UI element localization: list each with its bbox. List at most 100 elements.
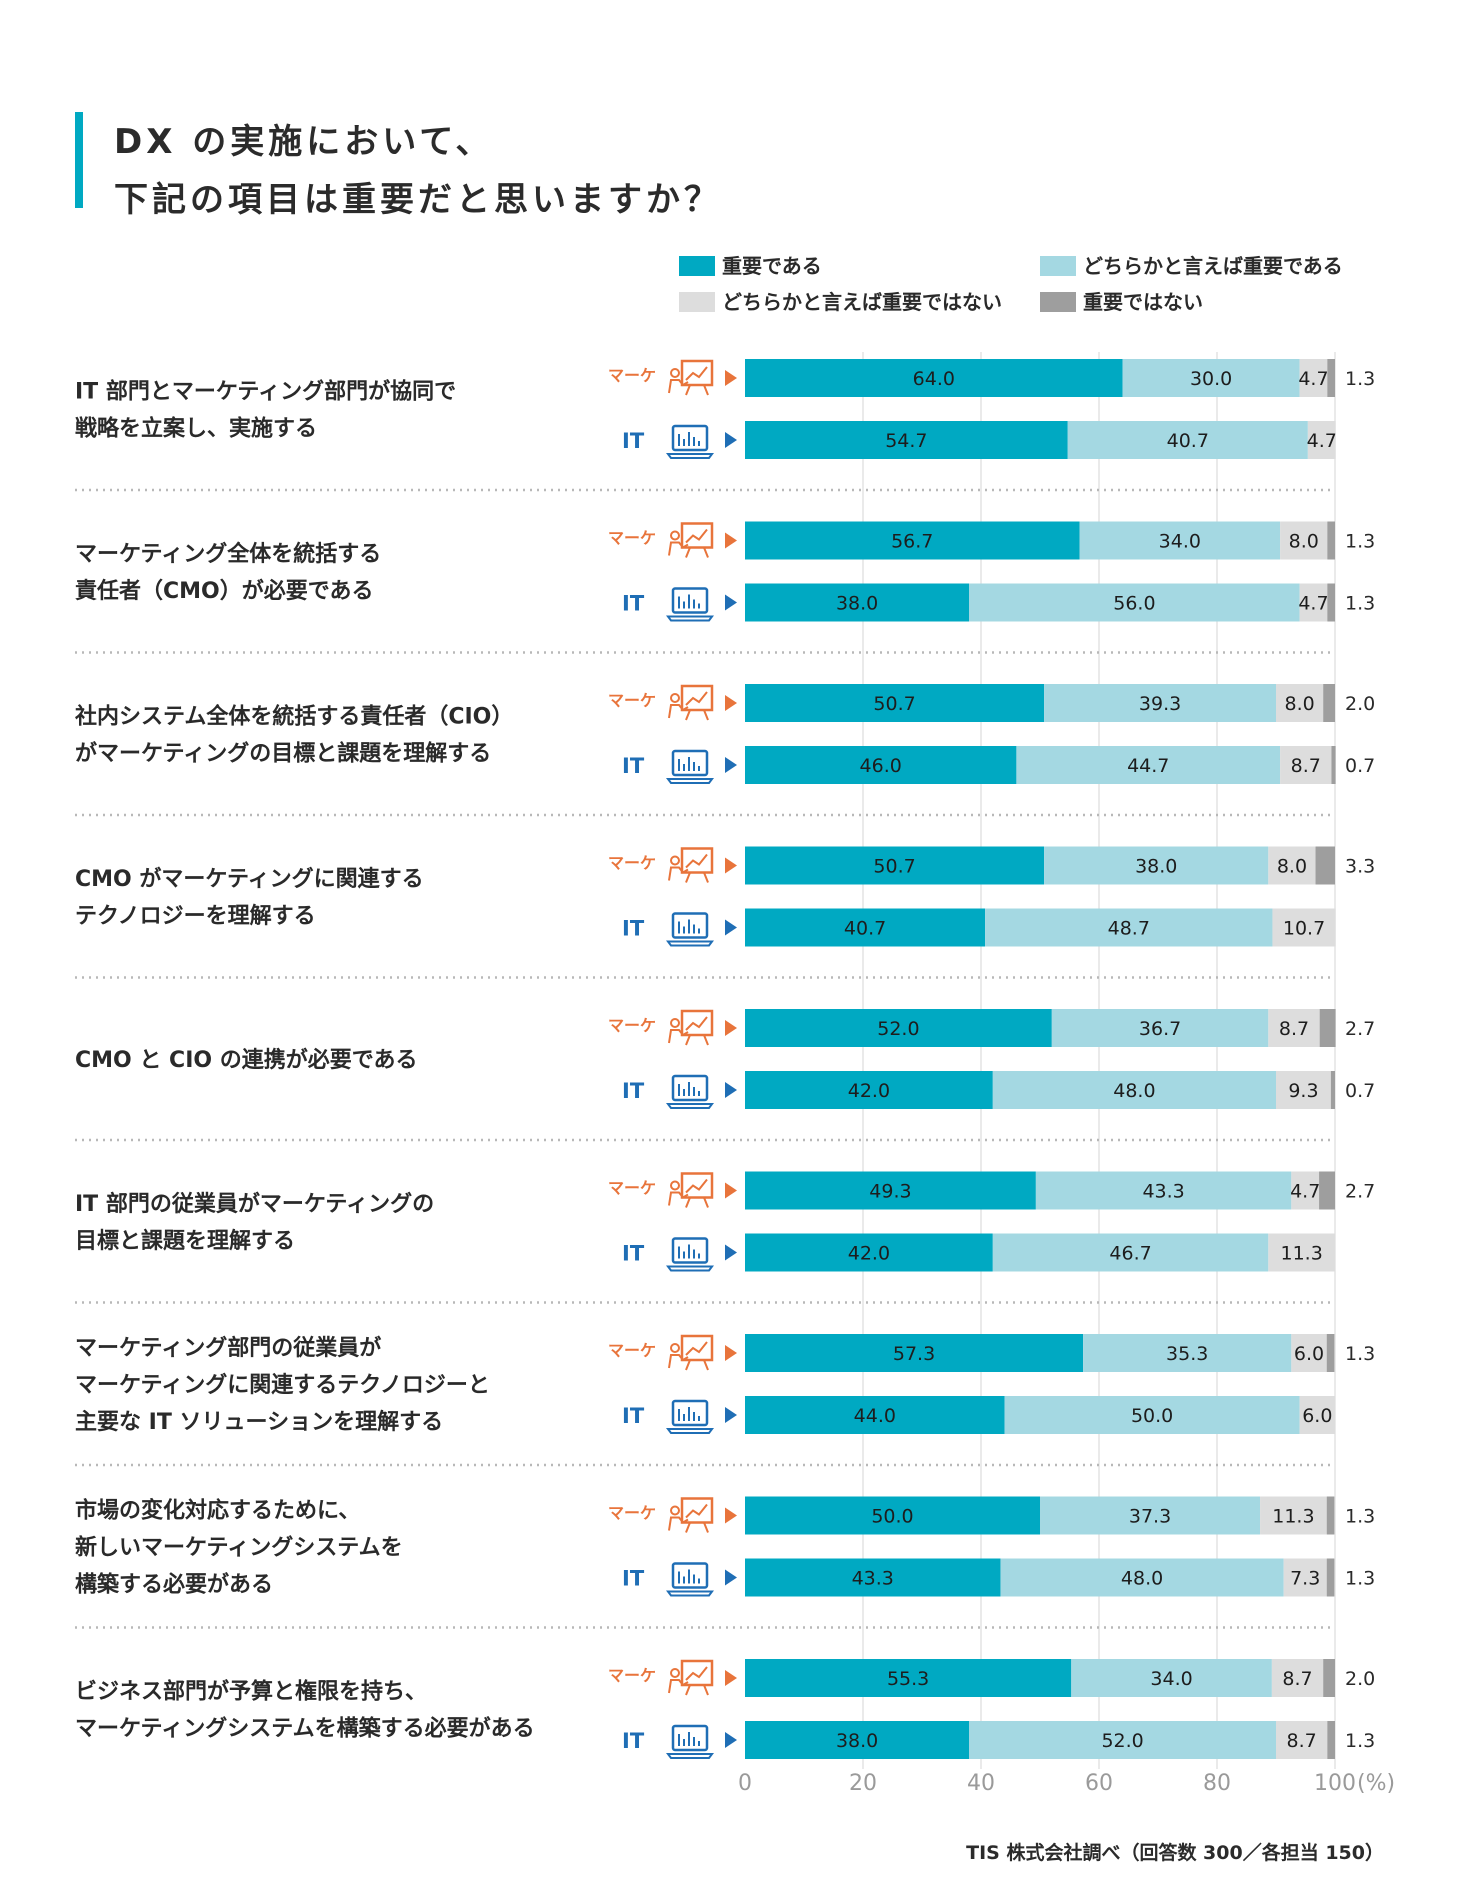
bar-segment-marketing-3-4 (1323, 684, 1335, 722)
question-4-line-1: CMO がマーケティングに関連する (75, 866, 424, 892)
bar-segment-marketing-9-3 (1271, 1659, 1324, 1697)
bar-segment-marketing-6-4 (1319, 1171, 1335, 1210)
bar-segment-it-2-3 (1299, 583, 1328, 622)
value-label-it-4-2: 48.7 (1108, 918, 1150, 940)
group-label-marketing-6: マーケ (608, 1179, 656, 1198)
icon-trend (685, 1341, 708, 1356)
icon-leg (703, 547, 709, 558)
icon-leg (703, 384, 709, 396)
bar-segment-marketing-2-3 (1280, 521, 1328, 560)
value-label-marketing-2-3: 8.0 (1289, 531, 1319, 553)
icon-leg (685, 547, 691, 558)
legend-swatch-3 (679, 292, 715, 312)
value-label-marketing-3-3: 8.0 (1284, 693, 1314, 715)
value-label-it-2-3: 4.7 (1298, 593, 1328, 615)
question-1-line-2: 戦略を立案し、実施する (75, 416, 317, 442)
icon-board (680, 1659, 714, 1687)
icon-trend (685, 853, 708, 869)
value-label-it-9-2: 52.0 (1101, 1730, 1143, 1752)
icon-board (680, 1009, 714, 1037)
presenter-chart-icon (668, 684, 714, 721)
value-label-marketing-4-3: 8.0 (1277, 856, 1307, 878)
bar-segment-marketing-7-1 (745, 1334, 1084, 1372)
value-label-marketing-8-3: 11.3 (1272, 1506, 1314, 1528)
value-label-it-9-4: 1.3 (1345, 1730, 1375, 1752)
value-label-it-1-2: 40.7 (1167, 430, 1209, 452)
bar-segment-marketing-8-4 (1326, 1496, 1335, 1535)
bar-segment-marketing-4-2 (1044, 846, 1269, 885)
icon-base (666, 1103, 714, 1109)
group-label-marketing-7: マーケ (608, 1341, 656, 1360)
bar-segment-it-8-2 (1000, 1558, 1284, 1597)
question-7-line-1: マーケティング部門の従業員が (75, 1335, 381, 1361)
title-accent-bar (75, 112, 83, 208)
arrow-icon (725, 919, 737, 936)
icon-screen (671, 1237, 709, 1264)
value-label-marketing-5-3: 8.7 (1279, 1018, 1309, 1040)
icon-trend (685, 691, 708, 706)
icon-trend (685, 1503, 708, 1519)
bar-segment-it-7-1 (745, 1396, 1005, 1434)
bar-segment-it-9-1 (745, 1721, 970, 1759)
icon-trend (685, 1178, 708, 1194)
presenter-chart-icon (668, 847, 714, 883)
group-label-it-2: IT (622, 592, 645, 616)
icon-body (668, 1354, 689, 1369)
icon-body (668, 379, 689, 394)
question-7-line-2: マーケティングに関連するテクノロジーと (75, 1372, 490, 1398)
presenter-chart-icon (668, 1659, 714, 1696)
value-label-it-7-3: 6.0 (1302, 1405, 1332, 1427)
x-tick-label: 80 (1203, 1771, 1231, 1796)
legend-swatch-1 (679, 256, 715, 276)
bar-segment-marketing-1-3 (1299, 359, 1328, 397)
value-label-it-8-4: 1.3 (1345, 1568, 1375, 1590)
bar-segment-it-5-1 (745, 1071, 993, 1109)
arrow-icon (725, 757, 737, 773)
bar-segment-it-8-1 (745, 1558, 1001, 1597)
chart-title-line-2: 下記の項目は重要だと思いますか？ (114, 180, 722, 220)
question-8-line-3: 構築する必要がある (75, 1572, 273, 1598)
icon-leg (685, 872, 691, 883)
bar-segment-marketing-2-2 (1079, 521, 1281, 560)
value-label-it-5-4: 0.7 (1345, 1080, 1375, 1102)
value-label-it-1-1: 54.7 (885, 430, 927, 452)
question-1-line-1: IT 部門とマーケティング部門が協同で (75, 379, 456, 405)
arrow-icon (725, 1670, 737, 1686)
legend-label-2: どちらかと言えば重要である (1083, 254, 1343, 278)
bar-segment-it-5-2 (992, 1071, 1276, 1109)
presenter-chart-icon (668, 359, 714, 396)
icon-leg (703, 1197, 709, 1208)
group-label-marketing-3: マーケ (608, 691, 656, 710)
question-6-line-1: IT 部門の従業員がマーケティングの (75, 1191, 434, 1217)
arrow-icon (725, 1182, 737, 1199)
value-label-it-5-2: 48.0 (1113, 1080, 1155, 1102)
group-label-marketing-4: マーケ (608, 854, 656, 873)
bar-segment-marketing-2-1 (745, 521, 1080, 560)
arrow-icon (725, 1407, 737, 1423)
bar-segment-it-3-2 (1016, 746, 1281, 784)
question-4-line-2: テクノロジーを理解する (75, 903, 316, 929)
bar-segment-it-1-1 (745, 421, 1068, 459)
value-label-marketing-9-3: 8.7 (1282, 1668, 1312, 1690)
icon-board (680, 1334, 714, 1362)
value-label-marketing-9-4: 2.0 (1345, 1668, 1375, 1690)
bar-segment-it-5-3 (1276, 1071, 1331, 1109)
icon-body (668, 704, 689, 719)
group-label-it-3: IT (622, 754, 645, 778)
legend-label-3: どちらかと言えば重要ではない (722, 290, 1002, 314)
icon-screen (671, 1074, 709, 1102)
group-label-it-4: IT (622, 917, 645, 941)
value-label-it-5-1: 42.0 (848, 1080, 890, 1102)
source-note: TIS 株式会社調べ（回答数 300／各担当 150） (966, 1842, 1384, 1864)
value-label-marketing-6-1: 49.3 (869, 1181, 911, 1203)
icon-leg (703, 1359, 709, 1371)
icon-screen (671, 424, 709, 452)
presenter-chart-icon (668, 1497, 714, 1533)
arrow-icon (725, 695, 737, 711)
group-label-marketing-2: マーケ (608, 529, 656, 548)
icon-board (680, 522, 714, 549)
value-label-marketing-1-4: 1.3 (1345, 368, 1375, 390)
bar-segment-marketing-1-4 (1327, 359, 1335, 397)
arrow-icon (725, 1082, 737, 1098)
bar-segment-marketing-7-2 (1083, 1334, 1292, 1372)
